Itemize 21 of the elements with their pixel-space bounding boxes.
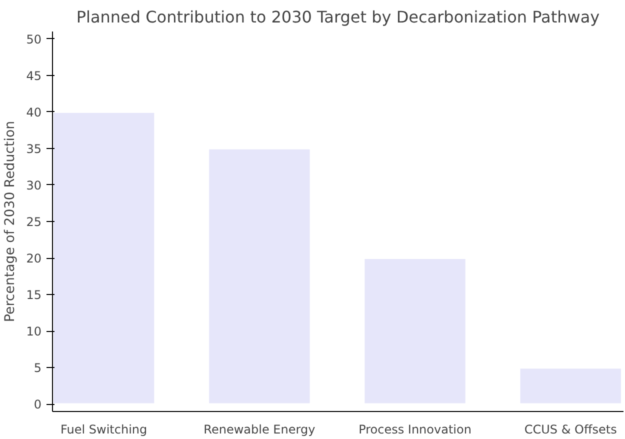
bar xyxy=(52,110,156,406)
y-tick-label: 20 xyxy=(26,252,42,266)
y-tick-label: 40 xyxy=(26,105,42,120)
bar xyxy=(362,257,468,406)
y-tick-label: 10 xyxy=(26,324,42,339)
y-tick-label: 25 xyxy=(26,215,42,229)
x-tick-label: Process Innovation xyxy=(358,422,472,436)
y-tick-label: 35 xyxy=(26,142,42,156)
bar xyxy=(207,147,312,406)
y-tick-label: 0 xyxy=(34,398,42,412)
y-tick-label: 15 xyxy=(26,288,42,302)
y-tick-label: 30 xyxy=(26,178,42,192)
y-tick-label: 5 xyxy=(34,361,42,376)
y-axis-title: Percentage of 2030 Reduction xyxy=(3,120,18,322)
x-tick-label: Renewable Energy xyxy=(204,422,316,436)
chart-title: Planned Contribution to 2030 Target by Decarbonization Pathway xyxy=(76,8,600,26)
x-tick-label: Fuel Switching xyxy=(60,422,148,436)
bar xyxy=(518,366,623,406)
y-tick-label: 45 xyxy=(26,68,42,83)
y-tick-label: 50 xyxy=(26,32,42,46)
x-tick-label: CCUS & Offsets xyxy=(524,422,617,436)
